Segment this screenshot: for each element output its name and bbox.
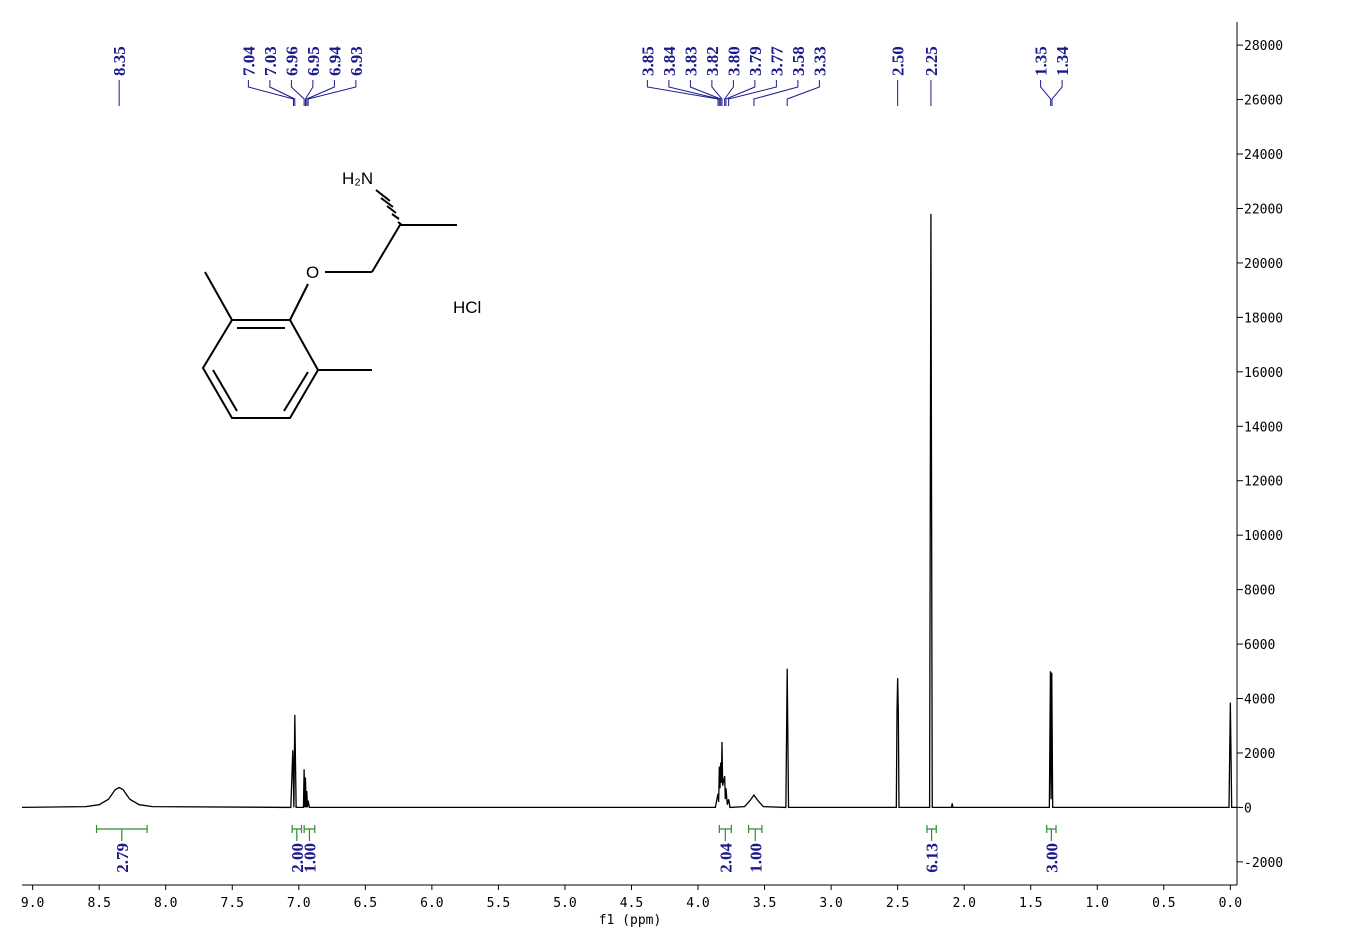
peak-connector xyxy=(646,80,719,106)
peak-connector xyxy=(725,80,756,106)
peak-label: 3.79 xyxy=(746,46,765,76)
integral-bracket xyxy=(95,825,148,841)
peak-connector xyxy=(786,80,820,106)
integral-label: 2.79 xyxy=(113,843,132,873)
integral-label: 1.00 xyxy=(746,843,765,873)
y-tick-label: 4000 xyxy=(1244,693,1275,708)
x-tick-label: 2.0 xyxy=(952,896,975,911)
integral-label: 6.13 xyxy=(923,843,942,873)
y-tick-label: 20000 xyxy=(1244,257,1283,272)
x-tick-label: 1.5 xyxy=(1019,896,1042,911)
y-tick-label: 18000 xyxy=(1244,311,1283,326)
peak-label: 6.95 xyxy=(304,46,323,76)
oxygen-label: O xyxy=(306,263,319,282)
x-tick-label: 8.5 xyxy=(87,896,110,911)
y-tick-label: 6000 xyxy=(1244,638,1275,653)
peak-connector xyxy=(306,80,335,106)
y-tick-label: -2000 xyxy=(1244,856,1283,871)
x-tick-label: 7.0 xyxy=(287,896,310,911)
peak-connector xyxy=(711,80,723,106)
integral-bracket xyxy=(291,825,303,841)
spectrum xyxy=(21,213,1237,809)
structure: H₂N O HCl xyxy=(201,169,481,419)
salt-label: HCl xyxy=(453,298,481,317)
integral-label: 1.00 xyxy=(300,843,319,873)
y-tick-label: 0 xyxy=(1244,801,1252,816)
peak-connector xyxy=(269,80,296,106)
peak-label: 1.34 xyxy=(1053,46,1072,76)
x-tick-label: 1.0 xyxy=(1086,896,1109,911)
peak-connector xyxy=(753,80,799,106)
peak-label: 2.50 xyxy=(889,46,908,76)
x-tick-label: 3.5 xyxy=(753,896,776,911)
x-tick-label: 3.0 xyxy=(819,896,842,911)
peak-connector xyxy=(668,80,720,106)
peak-connector xyxy=(689,80,722,106)
peak-connector xyxy=(1051,80,1063,106)
peak-label: 8.35 xyxy=(110,46,129,76)
peak-label: 3.84 xyxy=(660,46,679,76)
peak-label: 6.93 xyxy=(347,46,366,76)
x-tick-label: 9.0 xyxy=(21,896,44,911)
x-tick-label: 0.5 xyxy=(1152,896,1175,911)
y-tick-label: 24000 xyxy=(1244,148,1283,163)
y-tick-label: 22000 xyxy=(1244,202,1283,217)
x-tick-label: 5.5 xyxy=(487,896,510,911)
peak-connector xyxy=(728,80,777,106)
peak-connector xyxy=(290,80,305,106)
y-tick-label: 2000 xyxy=(1244,747,1275,762)
y-tick-label: 8000 xyxy=(1244,584,1275,599)
x-tick-label: 0.0 xyxy=(1219,896,1242,911)
peak-label: 3.33 xyxy=(810,46,829,76)
x-tick-label: 4.0 xyxy=(686,896,709,911)
peak-label: 3.83 xyxy=(681,46,700,76)
integral-bracket xyxy=(748,825,763,841)
integral-label: 2.00 xyxy=(288,843,307,873)
y-tick-label: 12000 xyxy=(1244,475,1283,490)
x-tick-label: 5.0 xyxy=(553,896,576,911)
peak-label: 3.82 xyxy=(703,46,722,76)
y-tick-label: 26000 xyxy=(1244,94,1283,109)
integral-bracket xyxy=(926,825,937,841)
x-tick-label: 2.5 xyxy=(886,896,909,911)
integral-bracket xyxy=(1046,825,1057,841)
y-tick-label: 16000 xyxy=(1244,366,1283,381)
peak-label: 7.03 xyxy=(261,46,280,76)
peak-label: 6.94 xyxy=(325,46,344,76)
peak-connector xyxy=(307,80,357,106)
y-tick-label: 14000 xyxy=(1244,420,1283,435)
peak-label: 2.25 xyxy=(922,46,941,76)
x-tick-label: 4.5 xyxy=(620,896,643,911)
peak-label: 3.85 xyxy=(638,46,657,76)
peak-connector xyxy=(247,80,294,106)
peak-label: 7.04 xyxy=(239,46,258,76)
integral-bracket xyxy=(303,825,316,841)
x-tick-label: 7.5 xyxy=(221,896,244,911)
y-tick-label: 28000 xyxy=(1244,39,1283,54)
peak-connector xyxy=(304,80,314,106)
integral-label: 3.00 xyxy=(1042,843,1061,873)
x-tick-label: 8.0 xyxy=(154,896,177,911)
integral-bracket xyxy=(718,825,732,841)
x-tick-label: 6.5 xyxy=(354,896,377,911)
x-axis-label: f1 (ppm) xyxy=(599,913,662,928)
peak-connector xyxy=(724,80,734,106)
integral-label: 2.04 xyxy=(716,843,735,873)
amine-label: H₂N xyxy=(342,169,373,188)
peak-label: 3.58 xyxy=(789,46,808,76)
peak-label: 1.35 xyxy=(1032,46,1051,76)
peak-label: 3.80 xyxy=(724,46,743,76)
y-tick-label: 10000 xyxy=(1244,529,1283,544)
peak-label: 6.96 xyxy=(282,46,301,76)
peak-label: 3.77 xyxy=(767,46,786,76)
peak-connector xyxy=(1040,80,1052,106)
x-tick-label: 6.0 xyxy=(420,896,443,911)
